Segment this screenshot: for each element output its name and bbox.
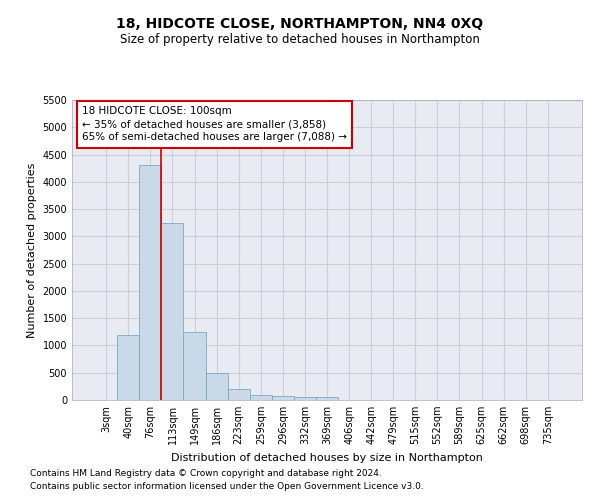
Bar — [161, 222, 184, 400]
Text: Size of property relative to detached houses in Northampton: Size of property relative to detached ho… — [120, 32, 480, 46]
Bar — [139, 166, 161, 400]
Bar — [294, 397, 316, 400]
X-axis label: Distribution of detached houses by size in Northampton: Distribution of detached houses by size … — [171, 452, 483, 462]
Bar — [250, 394, 272, 400]
Bar — [184, 332, 206, 400]
Bar — [316, 398, 338, 400]
Bar — [272, 396, 294, 400]
Text: 18 HIDCOTE CLOSE: 100sqm
← 35% of detached houses are smaller (3,858)
65% of sem: 18 HIDCOTE CLOSE: 100sqm ← 35% of detach… — [82, 106, 347, 142]
Bar — [227, 389, 250, 400]
Bar — [206, 372, 227, 400]
Text: 18, HIDCOTE CLOSE, NORTHAMPTON, NN4 0XQ: 18, HIDCOTE CLOSE, NORTHAMPTON, NN4 0XQ — [116, 18, 484, 32]
Text: Contains public sector information licensed under the Open Government Licence v3: Contains public sector information licen… — [30, 482, 424, 491]
Bar — [117, 334, 139, 400]
Y-axis label: Number of detached properties: Number of detached properties — [27, 162, 37, 338]
Text: Contains HM Land Registry data © Crown copyright and database right 2024.: Contains HM Land Registry data © Crown c… — [30, 468, 382, 477]
